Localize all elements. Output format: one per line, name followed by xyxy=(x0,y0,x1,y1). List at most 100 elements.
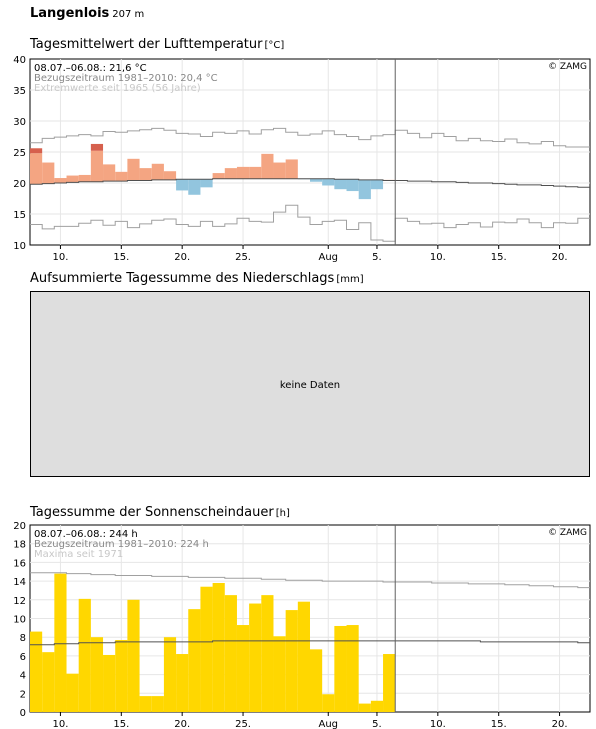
sunshine-bar xyxy=(310,649,323,712)
station-header: Langenlois 207 m xyxy=(30,6,144,21)
sunshine-bar xyxy=(297,601,310,712)
warm-bar xyxy=(90,150,104,182)
cold-bar xyxy=(358,179,371,200)
y-tick-label: 20 xyxy=(13,179,26,190)
sunshine-bar xyxy=(249,603,262,712)
precipitation-unit: [mm] xyxy=(336,274,364,285)
warm-bar xyxy=(103,164,116,182)
mean-line xyxy=(30,640,590,646)
y-tick-label: 30 xyxy=(13,117,26,128)
warm-bar xyxy=(30,153,43,185)
warm-bar xyxy=(151,163,164,180)
sunshine-bar xyxy=(163,637,177,712)
y-tick-label: 14 xyxy=(13,577,26,588)
cold-bar xyxy=(176,179,189,191)
warm-bar xyxy=(66,175,79,183)
warm-bar xyxy=(236,166,250,179)
maximum-line xyxy=(30,127,590,148)
temperature-chart: 10 15 20 25 30 35 40 10. 15. 20. 25. Aug 5. 10. 15. 20… xyxy=(13,55,591,263)
sunshine-bar xyxy=(90,637,104,712)
y-tick-label: 12 xyxy=(13,596,26,607)
x-tick-label: 10. xyxy=(52,719,68,729)
y-tick-label: 0 xyxy=(20,708,26,719)
x-tick-label: 5. xyxy=(372,252,382,263)
copyright: © ZAMG xyxy=(548,62,587,72)
cold-bar xyxy=(200,179,213,188)
warm-bar xyxy=(163,171,177,180)
y-tick-label: 20 xyxy=(13,521,26,532)
precipitation-chart-title: Aufsummierte Tagessumme des Niederschlag… xyxy=(30,271,364,286)
sunshine-bar xyxy=(370,700,384,712)
x-tick-label: 15. xyxy=(491,719,507,729)
sunshine-bar xyxy=(273,636,286,712)
sunshine-bar xyxy=(236,625,250,712)
sunshine-bar xyxy=(139,696,152,712)
sunshine-bar xyxy=(127,599,140,712)
info-reference: Bezugszeitraum 1981–2010: 20,4 °C xyxy=(34,73,218,84)
sunshine-bar xyxy=(334,625,347,712)
warm-bar xyxy=(273,162,286,179)
x-tick-label: 10. xyxy=(430,252,446,263)
minimum-line xyxy=(30,204,590,242)
sunshine-bar xyxy=(115,640,128,712)
warm-bar xyxy=(54,178,67,183)
cold-bar xyxy=(322,178,335,186)
x-tick-label: 15. xyxy=(491,252,507,263)
y-tick-label: 16 xyxy=(13,558,26,569)
temperature-chart-title: Tagesmittelwert der Lufttemperatur [°C] xyxy=(30,37,285,52)
y-tick-label: 2 xyxy=(20,689,26,700)
warm-bar xyxy=(78,174,91,182)
info-reference: Bezugszeitraum 1981–2010: 224 h xyxy=(34,539,209,550)
station-name: Langenlois xyxy=(30,6,110,21)
x-tick-label: 15. xyxy=(113,252,129,263)
sunshine-unit: [h] xyxy=(275,508,290,519)
hot-bar xyxy=(30,148,43,154)
warm-bar xyxy=(42,162,55,184)
sunshine-bar xyxy=(151,696,164,712)
warm-bar xyxy=(249,166,262,179)
sunshine-bar xyxy=(383,654,396,712)
copyright: © ZAMG xyxy=(548,528,587,538)
cold-bar xyxy=(334,179,347,190)
maximum-line xyxy=(30,572,590,589)
y-tick-label: 25 xyxy=(13,148,26,159)
y-tick-label: 10 xyxy=(13,615,26,626)
x-tick-label: 20. xyxy=(174,719,190,729)
x-tick-label: 20. xyxy=(174,252,190,263)
precipitation-chart: keine Daten xyxy=(30,291,590,477)
x-tick-label: 15. xyxy=(113,719,129,729)
x-tick-label: 25. xyxy=(235,252,251,263)
y-tick-label: 4 xyxy=(20,671,26,682)
info-maxima: Maxima seit 1971 xyxy=(34,549,123,560)
info-current: 08.07.–06.08.: 21,6 °C xyxy=(34,63,147,74)
sunshine-bar xyxy=(78,598,91,712)
temperature-unit: [°C] xyxy=(264,40,285,51)
y-tick-label: 35 xyxy=(13,86,26,97)
y-tick-label: 40 xyxy=(13,55,26,66)
warm-bar xyxy=(285,159,298,179)
y-tick-label: 10 xyxy=(13,241,26,252)
y-tick-label: 15 xyxy=(13,210,26,221)
sunshine-bar xyxy=(322,694,335,712)
sunshine-bar xyxy=(188,609,201,712)
cold-bar xyxy=(310,178,323,182)
sunshine-bar xyxy=(54,573,67,712)
sunshine-chart-title: Tagessumme der Sonnenscheindauer [h] xyxy=(30,505,290,520)
x-tick-label: Aug xyxy=(318,719,338,729)
sunshine-bar xyxy=(30,631,43,712)
y-tick-label: 18 xyxy=(13,540,26,551)
cold-bar xyxy=(188,179,201,195)
sunshine-bar xyxy=(224,595,237,712)
cold-bar xyxy=(370,179,384,190)
warm-bar xyxy=(212,173,225,179)
sunshine-chart: 0 2 4 6 8 10 12 14 16 18 20 10. 15. 20. 25. Aug 5. 10. 15… xyxy=(13,521,591,729)
warm-bar xyxy=(139,168,152,181)
x-tick-label: Aug xyxy=(318,252,338,263)
hot-bar xyxy=(90,143,104,151)
sunshine-bar xyxy=(346,625,359,712)
sunshine-bar xyxy=(358,703,371,712)
x-tick-label: 20. xyxy=(552,252,568,263)
sunshine-bar xyxy=(212,582,225,712)
warm-bar xyxy=(115,171,128,182)
warm-bar xyxy=(261,153,274,179)
